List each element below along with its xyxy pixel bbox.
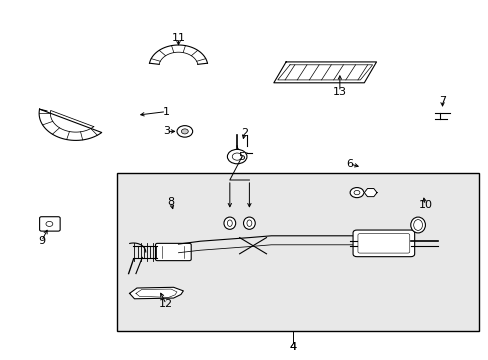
- Ellipse shape: [224, 217, 235, 229]
- Text: 4: 4: [289, 342, 296, 352]
- Text: 7: 7: [438, 96, 445, 106]
- Circle shape: [181, 129, 188, 134]
- Polygon shape: [364, 189, 376, 197]
- FancyBboxPatch shape: [40, 217, 60, 231]
- Bar: [117, 173, 478, 331]
- FancyBboxPatch shape: [155, 243, 191, 261]
- Text: 1: 1: [163, 107, 169, 117]
- Polygon shape: [129, 287, 183, 299]
- Text: 11: 11: [171, 33, 185, 43]
- Text: 13: 13: [332, 87, 346, 97]
- Polygon shape: [273, 62, 376, 83]
- Text: 3: 3: [163, 126, 169, 136]
- Ellipse shape: [243, 217, 255, 229]
- Text: 9: 9: [38, 236, 45, 246]
- FancyBboxPatch shape: [357, 234, 409, 253]
- Text: 4: 4: [289, 342, 296, 352]
- Text: 6: 6: [346, 159, 352, 169]
- Polygon shape: [39, 109, 102, 140]
- Polygon shape: [149, 45, 207, 64]
- Circle shape: [177, 126, 192, 137]
- FancyBboxPatch shape: [352, 230, 414, 257]
- Text: 5: 5: [238, 152, 245, 162]
- Text: 12: 12: [159, 299, 173, 309]
- Circle shape: [227, 149, 246, 164]
- Text: 2: 2: [241, 128, 247, 138]
- Ellipse shape: [410, 217, 425, 233]
- Circle shape: [349, 188, 363, 198]
- Text: 10: 10: [418, 200, 431, 210]
- Text: 8: 8: [167, 197, 174, 207]
